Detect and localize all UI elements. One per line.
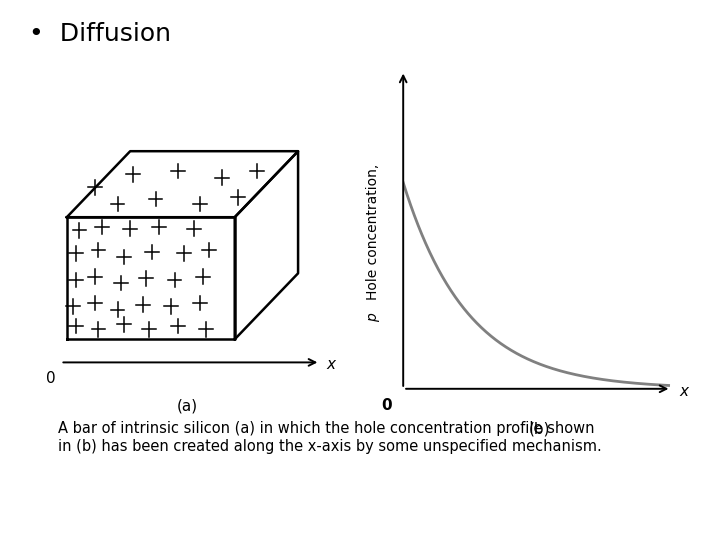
Text: •  Diffusion: • Diffusion <box>29 22 171 45</box>
Text: p: p <box>366 314 380 322</box>
Text: 0: 0 <box>382 397 392 413</box>
Text: 0: 0 <box>46 370 55 386</box>
Text: Hole concentration,: Hole concentration, <box>366 159 380 300</box>
Text: x: x <box>680 384 688 399</box>
Text: (b): (b) <box>529 421 551 436</box>
Text: x: x <box>327 356 336 372</box>
Text: A bar of intrinsic silicon (a) in which the hole concentration profile shown
in : A bar of intrinsic silicon (a) in which … <box>58 421 601 454</box>
Text: (a): (a) <box>176 399 198 414</box>
